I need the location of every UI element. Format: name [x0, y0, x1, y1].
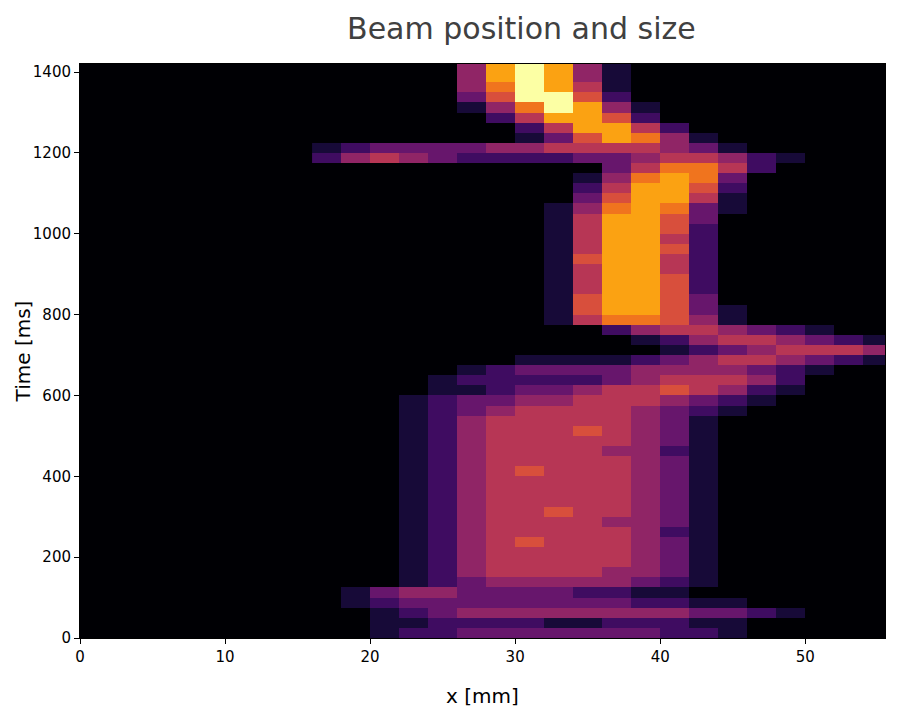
svg-text:30: 30: [506, 648, 525, 666]
svg-text:x [mm]: x [mm]: [446, 684, 519, 708]
svg-text:1400: 1400: [33, 63, 71, 81]
svg-text:50: 50: [796, 648, 815, 666]
svg-text:20: 20: [361, 648, 380, 666]
svg-text:600: 600: [42, 387, 71, 405]
svg-text:40: 40: [651, 648, 670, 666]
svg-text:0: 0: [61, 629, 71, 647]
svg-text:Time [ms]: Time [ms]: [11, 301, 35, 403]
svg-text:400: 400: [42, 468, 71, 486]
svg-text:Beam position and size: Beam position and size: [347, 11, 696, 46]
svg-text:10: 10: [216, 648, 235, 666]
svg-text:0: 0: [75, 648, 85, 666]
svg-text:800: 800: [42, 306, 71, 324]
svg-text:200: 200: [42, 548, 71, 566]
svg-text:1200: 1200: [33, 144, 71, 162]
svg-text:1000: 1000: [33, 225, 71, 243]
